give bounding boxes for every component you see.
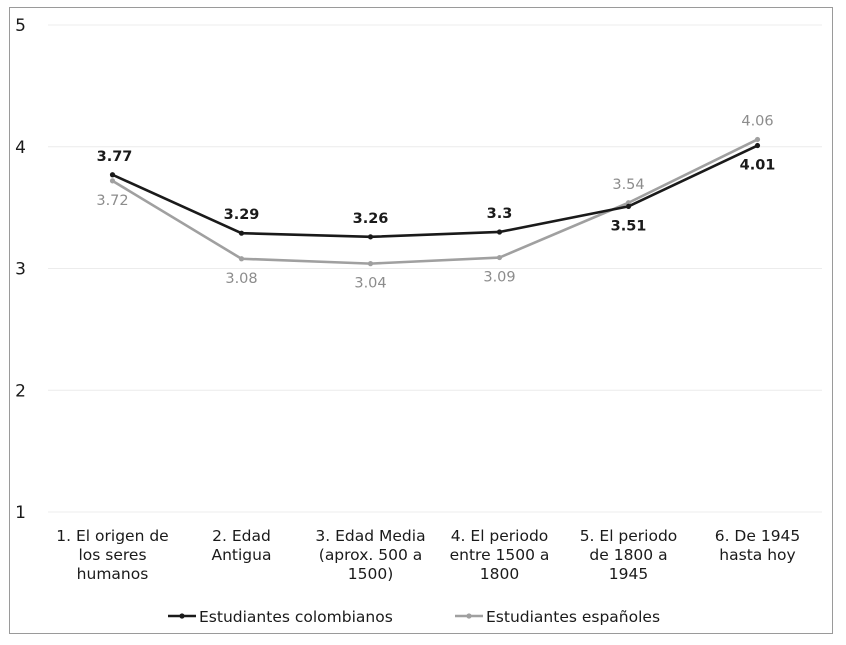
x-category-label: humanos bbox=[77, 565, 149, 583]
x-category-label: de 1800 a bbox=[589, 546, 667, 564]
y-tick-label: 5 bbox=[15, 16, 26, 36]
data-label: 3.51 bbox=[611, 218, 647, 234]
data-label: 3.26 bbox=[353, 211, 389, 227]
x-category-label: 2. Edad bbox=[212, 527, 271, 545]
x-category-label: 1. El origen de bbox=[56, 527, 168, 545]
legend-label: Estudiantes colombianos bbox=[199, 608, 393, 626]
x-category-label: 1800 bbox=[480, 565, 519, 583]
data-label: 3.77 bbox=[97, 149, 133, 165]
x-category-label: 6. De 1945 bbox=[715, 527, 801, 545]
legend-marker bbox=[179, 613, 185, 619]
x-category-label: 1500) bbox=[348, 565, 394, 583]
x-category-label: los seres bbox=[78, 546, 146, 564]
data-point bbox=[109, 178, 116, 184]
y-axis-ticks: 1 2 3 4 5 bbox=[15, 16, 26, 523]
data-point bbox=[367, 261, 374, 267]
data-point bbox=[109, 172, 116, 178]
data-point bbox=[625, 200, 632, 206]
data-label: 3.08 bbox=[225, 271, 257, 287]
x-category-label: entre 1500 a bbox=[450, 546, 550, 564]
data-point bbox=[625, 203, 632, 210]
data-point bbox=[754, 136, 761, 143]
x-category-label: hasta hoy bbox=[719, 546, 795, 564]
legend-marker bbox=[466, 613, 472, 619]
data-label: 4.01 bbox=[740, 158, 776, 174]
data-label: 3.3 bbox=[487, 206, 513, 222]
series-line-0 bbox=[111, 144, 759, 239]
legend-label: Estudiantes españoles bbox=[486, 608, 660, 626]
y-tick-label: 4 bbox=[15, 138, 26, 158]
series-lines bbox=[109, 136, 761, 267]
data-labels: 3.77 3.29 3.26 3.3 3.51 4.01 3.72 3.08 3.04 3.09 3… bbox=[96, 113, 775, 291]
data-label: 3.54 bbox=[612, 177, 644, 193]
y-tick-label: 3 bbox=[15, 260, 26, 280]
x-category-label: 3. Edad Media bbox=[315, 527, 425, 545]
x-category-label: (aprox. 500 a bbox=[319, 546, 422, 564]
data-point bbox=[238, 230, 245, 236]
data-point bbox=[754, 142, 761, 149]
x-category-label: 4. El periodo bbox=[451, 527, 549, 545]
legend: Estudiantes colombianos Estudiantes españ… bbox=[168, 608, 660, 626]
data-point bbox=[496, 254, 503, 261]
data-label: 3.72 bbox=[96, 193, 128, 209]
y-tick-label: 1 bbox=[15, 503, 26, 523]
data-label: 3.29 bbox=[224, 207, 260, 223]
chart-frame bbox=[9, 7, 833, 634]
data-label: 3.09 bbox=[483, 270, 515, 286]
gridlines bbox=[48, 24, 822, 513]
x-category-label: Antigua bbox=[212, 546, 272, 564]
data-point bbox=[367, 234, 374, 240]
data-point bbox=[238, 256, 245, 262]
x-category-label: 1945 bbox=[609, 565, 648, 583]
data-label: 3.04 bbox=[354, 276, 386, 292]
data-label: 4.06 bbox=[741, 113, 773, 129]
x-category-label: 5. El periodo bbox=[580, 527, 678, 545]
series-line-1 bbox=[111, 138, 759, 265]
data-point bbox=[496, 229, 503, 235]
y-tick-label: 2 bbox=[15, 381, 26, 401]
